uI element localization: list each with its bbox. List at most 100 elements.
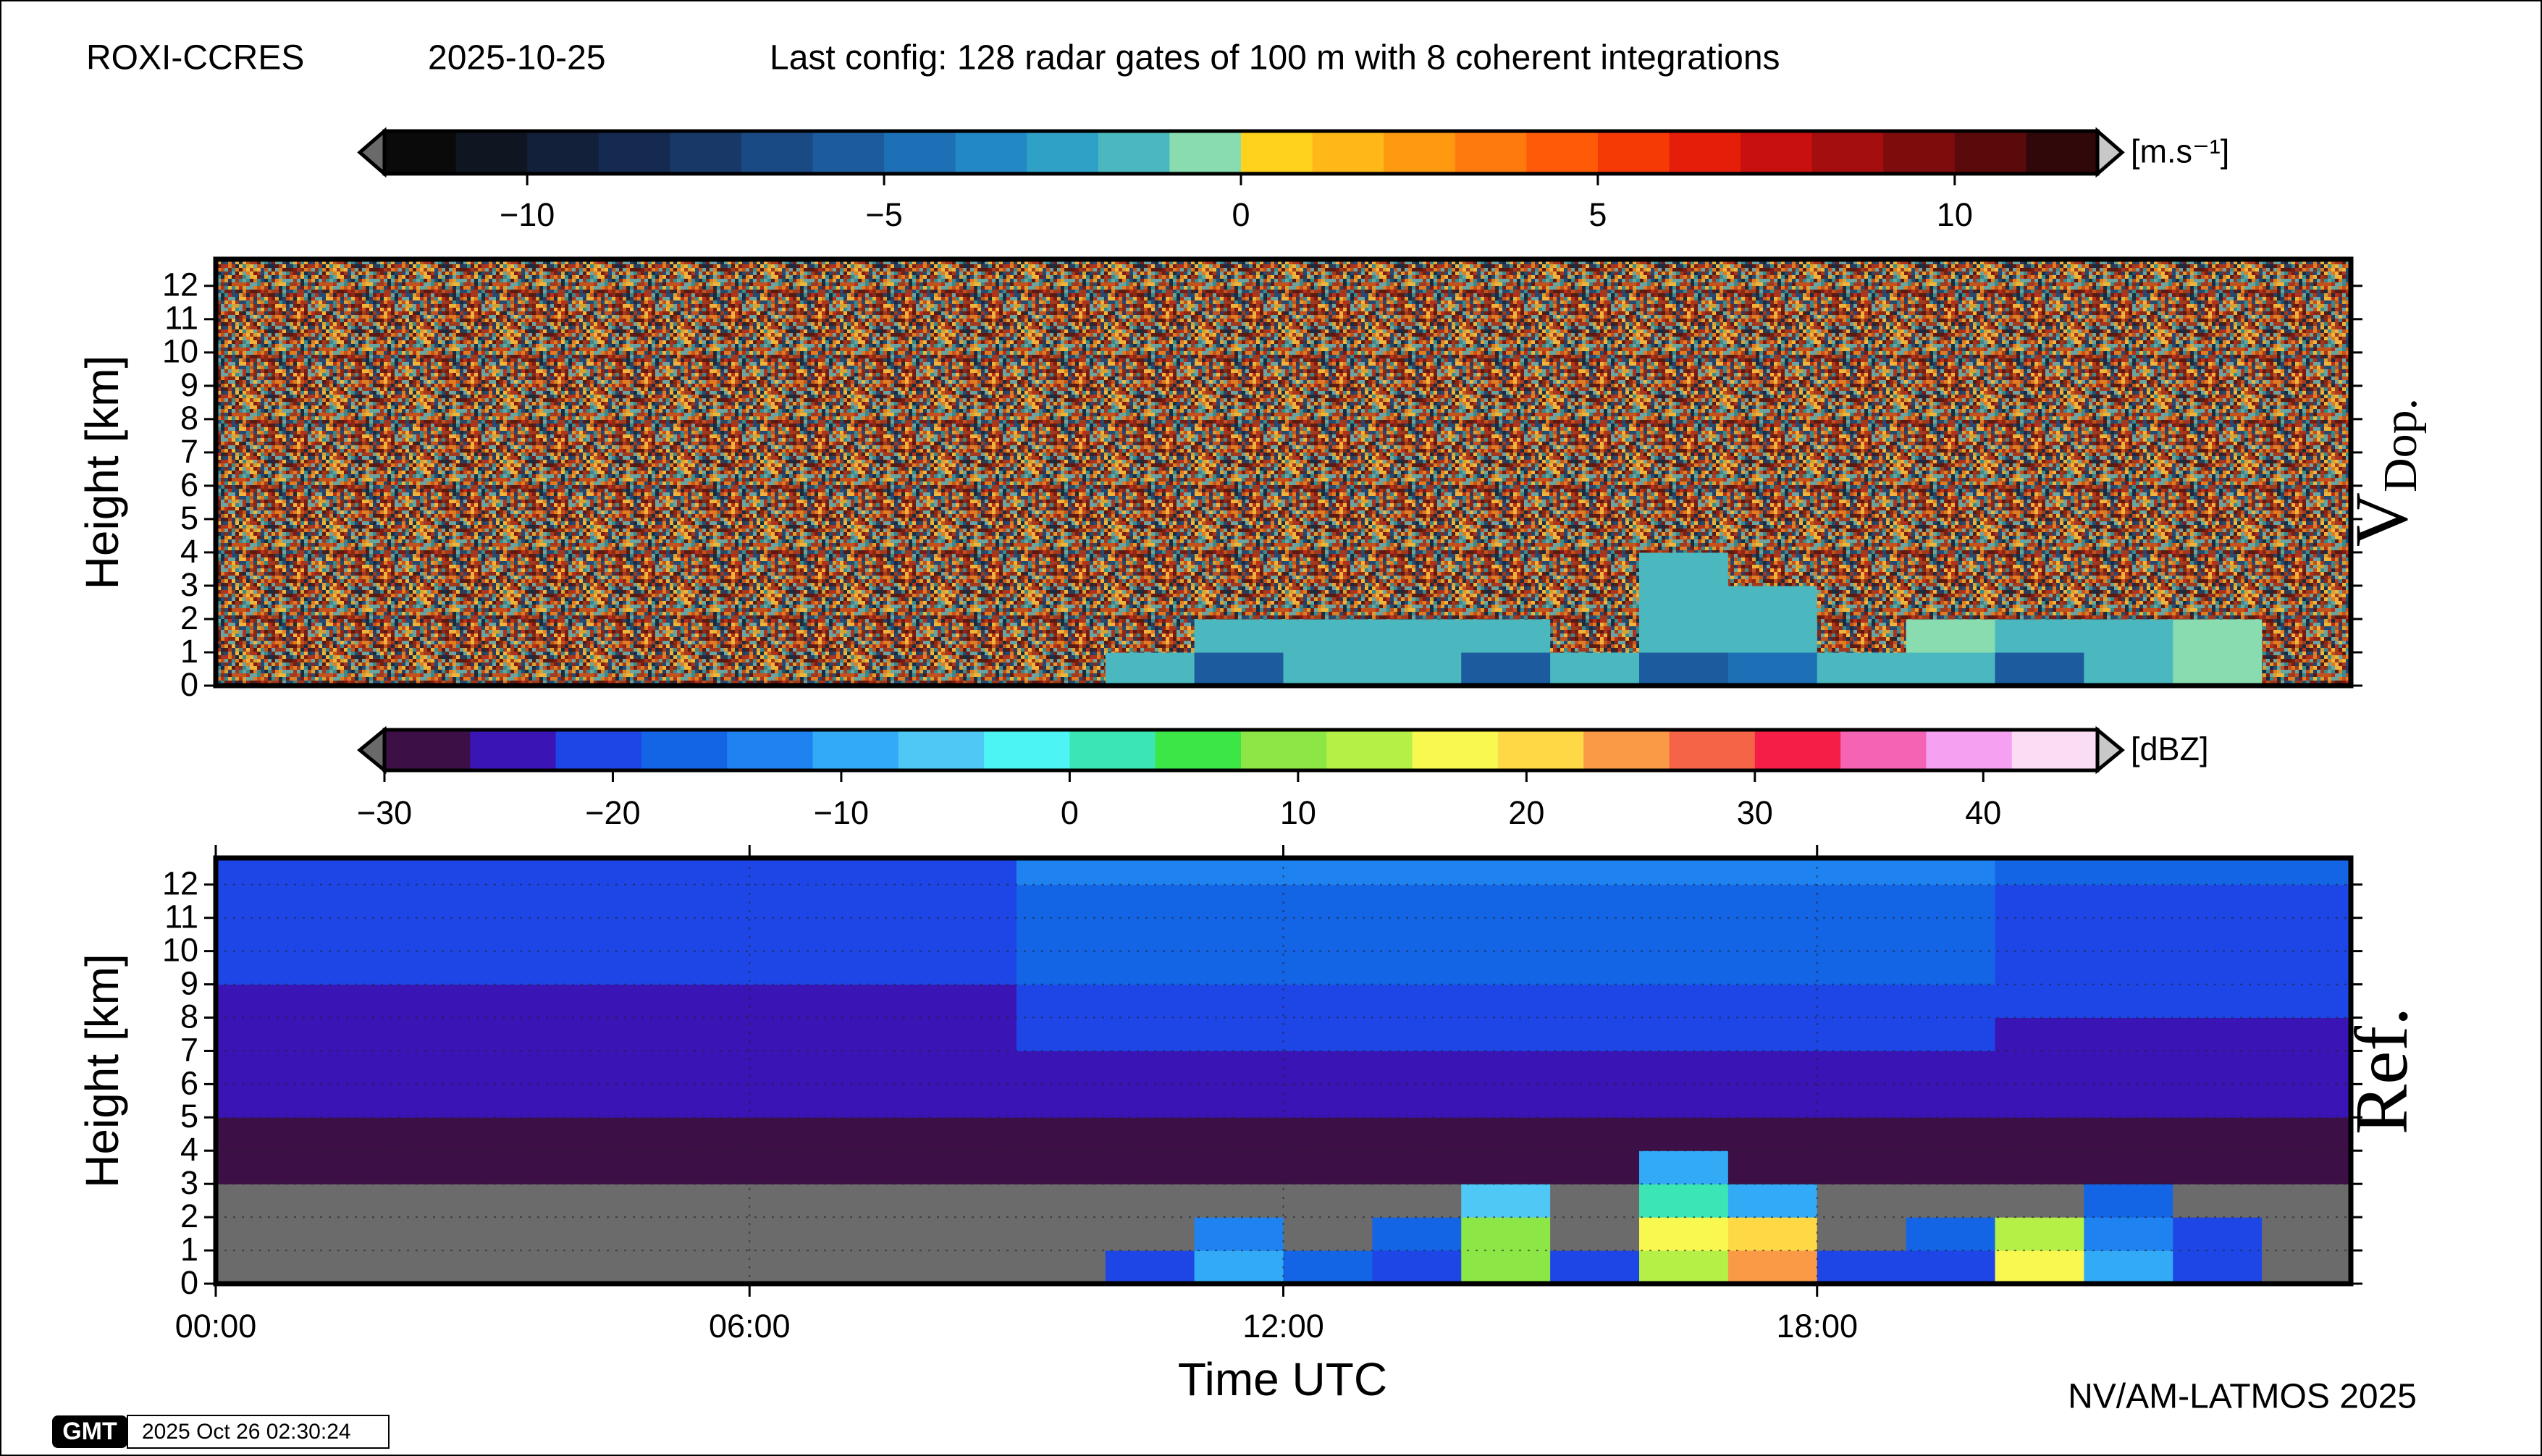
no-signal-cell [2173,585,2263,620]
heat-cell [1639,1217,1729,1251]
heat-cell [482,1051,572,1085]
no-signal-cell [749,352,839,387]
no-signal-cell [2173,319,2263,353]
no-signal-cell [1461,319,1551,353]
no-signal-cell [1105,1217,1195,1251]
no-signal-cell [749,259,839,287]
heat-cell [1727,984,1818,1018]
no-signal-cell [1550,352,1640,387]
colorbar-tick-label: 20 [1508,794,1544,831]
heat-cell [660,951,750,985]
heat-cell [749,1150,839,1184]
colorbar-segment [1384,131,1456,174]
heat-cell [482,951,572,985]
no-signal-cell [304,1184,395,1218]
heat-cell [1461,858,1551,885]
heat-cell [1639,618,1729,653]
colorbar-segment [527,131,599,174]
no-signal-cell [1016,452,1106,487]
heat-cell [1817,951,1907,985]
heat-cell [1817,1051,1907,1085]
heat-cell [1995,1084,2084,1118]
heat-cell [1461,1084,1551,1118]
site-name: ROXI-CCRES [86,39,304,77]
heat-cell [1995,984,2084,1018]
no-signal-cell [749,418,839,453]
heat-cell [2173,652,2263,686]
colorbar-tick-label: 0 [1061,794,1079,831]
heat-cell [2262,951,2352,985]
heat-cell [1194,951,1284,985]
no-signal-cell [1817,285,1907,320]
no-signal-cell [1906,352,1995,387]
colorbar-segment [470,730,557,770]
heat-cell [482,1117,572,1151]
heat-cell [1727,1217,1818,1251]
y-tick-label: 9 [180,964,198,1001]
no-signal-cell [660,618,750,653]
no-signal-cell [838,518,928,553]
no-signal-cell [838,1250,928,1284]
no-signal-cell [1372,552,1462,586]
heat-cell [1016,917,1106,952]
heat-cell [1194,1017,1284,1051]
no-signal-cell [482,518,572,553]
heat-cell [1817,884,1907,919]
colorbar-segment [1883,131,1956,174]
no-signal-cell [749,285,839,320]
heat-cell [482,1017,572,1051]
no-signal-cell [1372,319,1462,353]
no-signal-cell [1817,259,1907,287]
heat-cell [1283,884,1373,919]
no-signal-cell [1016,518,1106,553]
no-signal-cell [2173,485,2263,520]
colorbar-segment [812,131,885,174]
no-signal-cell [216,518,306,553]
no-signal-cell [660,485,750,520]
no-signal-cell [2262,385,2352,420]
no-signal-cell [1995,552,2084,586]
no-signal-cell [660,1217,750,1251]
no-signal-cell [838,1184,928,1218]
heat-cell [927,917,1017,952]
no-signal-cell [1283,352,1373,387]
no-signal-cell [927,485,1017,520]
heat-cell [749,951,839,985]
heat-cell [2173,984,2263,1018]
heat-cell [1372,1084,1462,1118]
no-signal-cell [216,319,306,353]
no-signal-cell [660,652,750,686]
heat-cell [2262,1150,2352,1184]
no-signal-cell [2262,352,2352,387]
heat-cell [927,1051,1017,1085]
heat-cell [1105,1051,1195,1085]
heat-cell [1817,1017,1907,1051]
no-signal-cell [393,385,484,420]
heat-cell [571,1150,661,1184]
heat-cell [216,1084,306,1118]
heat-cell [1906,652,1995,686]
heat-cell [1727,1184,1818,1218]
no-signal-cell [393,285,484,320]
no-signal-cell [216,652,306,686]
heat-cell [1372,858,1462,885]
no-signal-cell [216,259,306,287]
no-signal-cell [1105,259,1195,287]
colorbar-tick-label: 10 [1937,196,1973,233]
heat-cell [2084,984,2173,1018]
no-signal-cell [1105,418,1195,453]
heat-cell [1906,618,1995,653]
no-signal-cell [838,585,928,620]
heat-cell [2262,984,2352,1018]
no-signal-cell [393,1184,484,1218]
heat-cell [2084,652,2173,686]
no-signal-cell [1727,319,1818,353]
colorbar-segment [1069,730,1156,770]
no-signal-cell [1727,552,1818,586]
heat-cell [1906,1117,1995,1151]
heat-cell [2084,1250,2173,1284]
heat-cell [1995,1150,2084,1184]
no-signal-cell [927,585,1017,620]
no-signal-cell [2084,485,2173,520]
colorbar-segment [1926,730,2013,770]
